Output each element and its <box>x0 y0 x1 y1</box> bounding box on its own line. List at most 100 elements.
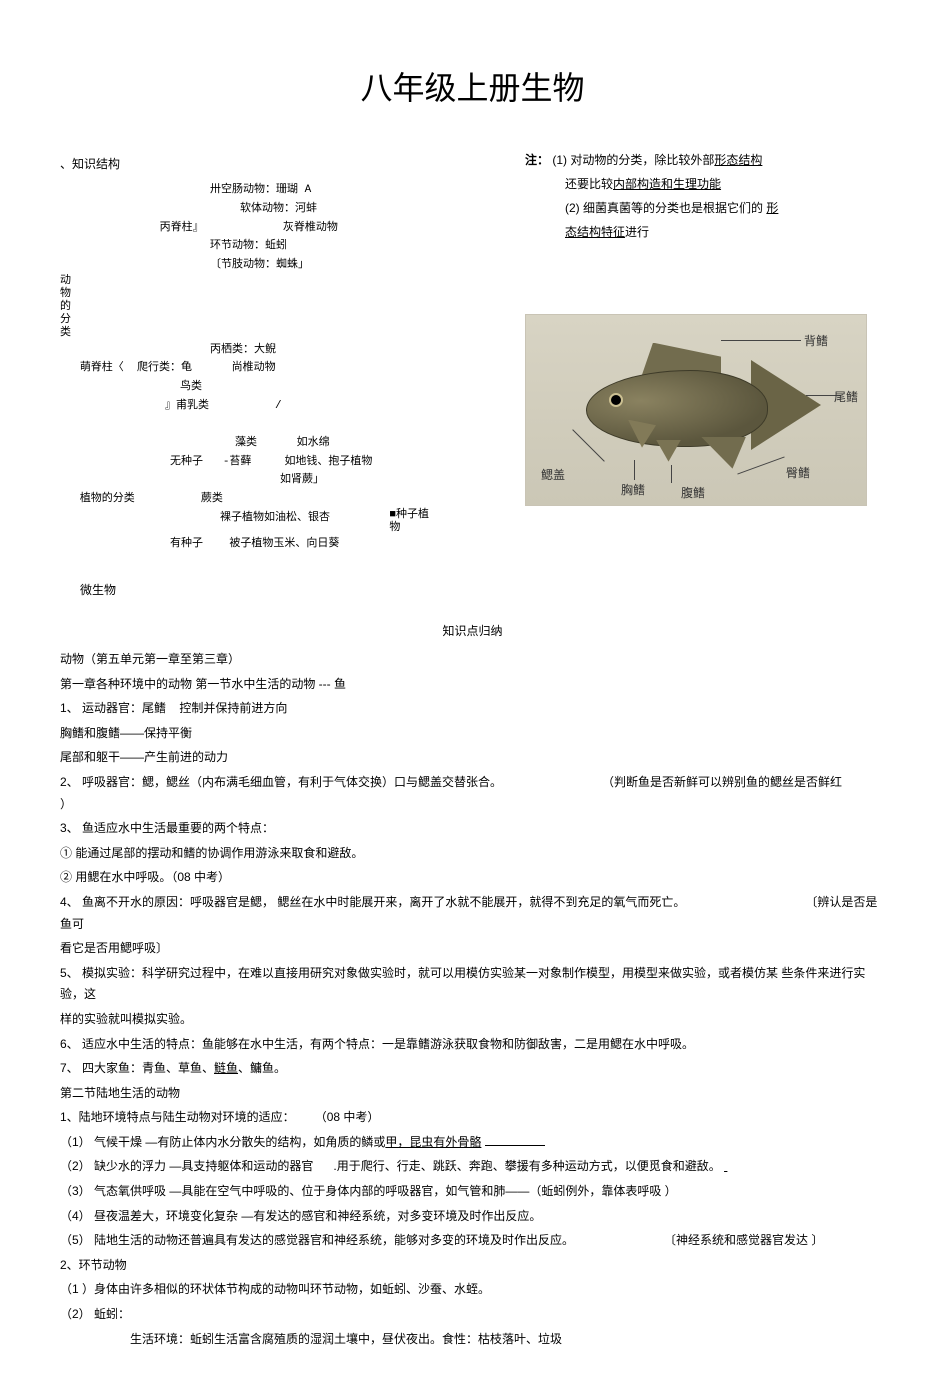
leader-pelvic <box>671 465 672 483</box>
label-pectoral: 胸鳍 <box>621 480 645 502</box>
line-4b: 看它是否用鳃呼吸〕 <box>60 938 885 960</box>
l13c: 、鳙鱼。 <box>238 1061 286 1075</box>
tree-coelenterate: 卅空肠动物：珊瑚 A <box>210 181 311 200</box>
line-land-1-3: （3） 气态氧供呼吸 —具能在空气中呼吸的、位于身体内部的呼吸器官，如气管和肺—… <box>60 1181 885 1203</box>
line-land-1-4: （4） 昼夜温差大，环境变化复杂 —有发达的感官和神经系统，对多变环境及时作出反… <box>60 1206 885 1228</box>
line-land-1-1: （1） 气候干燥 —有防止体内水分散失的结构，如角质的鳞或甲，昆虫有外骨骼 <box>60 1132 885 1154</box>
line-land-1: 1、陆地环境特点与陆生动物对环境的适应： （08 中考） <box>60 1107 885 1129</box>
fish-diagram: 背鳍 尾鳍 鳃盖 胸鳍 腹鳍 臀鳍 <box>525 314 867 506</box>
tree-slash: / <box>275 400 282 412</box>
l13b: 鲢鱼 <box>214 1061 238 1075</box>
line-3-1: ① 能通过尾部的摆动和鳍的协调作用游泳来取食和避敌。 <box>60 843 885 865</box>
line-3-2: ② 用鳃在水中呼吸。（08 中考） <box>60 867 885 889</box>
l6b: （判断鱼是否新鲜可以辨别鱼的鳃丝是否鲜红 <box>602 775 842 789</box>
label-operculum: 鳃盖 <box>541 465 565 487</box>
note1c: 还要比较 <box>565 177 613 191</box>
tree-vert: 尚椎动物 <box>232 362 276 374</box>
l15b: （08 中考） <box>315 1110 380 1124</box>
leader-anal <box>737 456 784 474</box>
blank-2 <box>724 1159 727 1173</box>
struct-label: 、知识结构 <box>60 154 495 176</box>
line-5b: 样的实验就叫模拟实验。 <box>60 1009 885 1031</box>
label-caudal: 尾鳍 <box>834 387 858 409</box>
note2c: 态结构特征 <box>565 225 625 239</box>
l16a: （1） 气候干燥 —有防止体内水分散失的结构，如角质的鳞或 <box>60 1135 385 1149</box>
line-annelid-2-1: （1 ）身体由许多相似的环状体节构成的动物叫环节动物，如蚯蚓、沙蚕、水蛭。 <box>60 1279 885 1301</box>
l17b: .用于爬行、行走、跳跃、奔跑、攀援有多种运动方式，以便觅食和避敌。 <box>333 1159 720 1173</box>
l16b: 甲，昆虫有外骨骼 <box>385 1135 481 1149</box>
line-sec2: 第二节陆地生活的动物 <box>60 1083 885 1105</box>
tree-hasseed: 有种子 <box>170 535 203 554</box>
tree-amphibian: 丙栖类：大鲵 <box>210 341 276 360</box>
structure-area: 、知识结构 卅空肠动物：珊瑚 A 软体动物：河蚌 丙脊柱』 灰脊椎动物 环节动物… <box>60 148 885 608</box>
tree-noseed: 无种子 <box>170 453 203 472</box>
line-1: 1、 运动器官：尾鳍 控制并保持前进方向 <box>60 698 885 720</box>
line-pectoral-balance: 胸鳍和腹鳍——保持平衡 <box>60 723 885 745</box>
line-annelid-2-2: （2） 蚯蚓： <box>60 1304 885 1326</box>
tree-annelid: 环节动物：蚯蚓 <box>210 237 287 256</box>
notes-block: 注： (1) 对动物的分类，除比较外部形态结构 还要比较内部构造和生理功能 (2… <box>525 148 885 244</box>
blank-1 <box>485 1145 545 1146</box>
content-body: 动物（第五单元第一章至第三章） 第一章各种环境中的动物 第一节水中生活的动物 -… <box>60 649 885 1350</box>
label-dorsal: 背鳍 <box>804 331 828 353</box>
line-5: 5、 模拟实验：科学研究过程中，在难以直接用研究对象做实验时，就可以用模仿实验某… <box>60 963 885 1006</box>
tree-mammal: 』甫乳类 <box>165 397 209 416</box>
line-land-1-5: （5） 陆地生活的动物还普遍具有发达的感觉器官和神经系统，能够对多变的环境及时作… <box>60 1230 885 1252</box>
l3a: 1、 运动器官：尾鳍 <box>60 701 166 715</box>
leader-operculum <box>572 429 605 462</box>
line-earthworm-env: 生活环境：蚯蚓生活富含腐殖质的湿润土壤中，昼伏夜出。食性：枯枝落叶、垃圾 <box>130 1329 885 1351</box>
line-land-1-2: （2） 缺少水的浮力 —具支持躯体和运动的器官 .用于爬行、行走、跳跃、奔跑、攀… <box>60 1156 885 1178</box>
l6c: ） <box>60 797 72 811</box>
tree-spine: 萌脊柱〈 <box>80 362 124 374</box>
tree-invert: 灰脊椎动物 <box>283 222 338 234</box>
fish-pelvic-fin <box>656 440 681 462</box>
line-annelid-2: 2、环节动物 <box>60 1255 885 1277</box>
note1b: 形态结构 <box>714 153 762 167</box>
tree-bird: 鸟类 <box>180 378 202 397</box>
line-3: 3、 鱼适应水中生活最重要的两个特点： <box>60 818 885 840</box>
microbe-label: 微生物 <box>80 580 495 602</box>
line-ch1-sec1: 第一章各种环境中的动物 第一节水中生活的动物 --- 鱼 <box>60 674 885 696</box>
fish-anal-fin <box>701 437 746 469</box>
tree-fern: 蕨类 <box>201 493 223 505</box>
tree-mollusk: 软体动物：河蚌 <box>240 200 317 219</box>
line-2: 2、 呼吸器官：鳃，鳃丝（内布满毛细血管，有利于气体交换）口与鳃盖交替张合。 （判… <box>60 772 885 815</box>
note2d: 进行 <box>625 225 649 239</box>
label-pelvic: 腹鳍 <box>681 483 705 505</box>
fish-body <box>586 370 768 447</box>
note-label: 注： <box>525 153 549 167</box>
page-title: 八年级上册生物 <box>60 60 885 118</box>
line-7: 7、 四大家鱼：青鱼、草鱼、鲢鱼、鳙鱼。 <box>60 1058 885 1080</box>
line-tail-power: 尾部和躯干——产生前进的动力 <box>60 747 885 769</box>
tree-animal-label: 动 物 的 分 类 <box>60 275 71 341</box>
leader-dorsal <box>721 340 801 341</box>
note1a: (1) 对动物的分类，除比较外部 <box>552 153 714 167</box>
tree-gymno: 裸子植物如油松、银杏 <box>220 509 330 528</box>
l20b: 〔神经系统和感觉器官发达 〕 <box>664 1233 823 1247</box>
leader-pectoral <box>634 460 635 480</box>
line-4: 4、 鱼离不开水的原因：呼吸器官是鳃， 鳃丝在水中时能展开来，离开了水就不能展开… <box>60 892 885 935</box>
tree-arthropod: 〔节肢动物：蜘蛛」 <box>210 256 309 275</box>
tree-reptile: 爬行类：龟 <box>137 362 192 374</box>
tree-shenjue: 如肾蕨」 <box>280 471 324 490</box>
l20a: （5） 陆地生活的动物还普遍具有发达的感觉器官和神经系统，能够对多变的环境及时作… <box>60 1233 574 1247</box>
tree-diqian: 如地钱、抱子植物 <box>284 456 372 468</box>
line-animal-unit: 动物（第五单元第一章至第三章） <box>60 649 885 671</box>
l3b: 控制并保持前进方向 <box>179 701 287 715</box>
note2a: (2) 细菌真菌等的分类也是根据它们的 <box>565 201 763 215</box>
line-6: 6、 适应水中生活的特点：鱼能够在水中生活，有两个特点：一是靠鳍游泳获取食物和防… <box>60 1034 885 1056</box>
l17a: （2） 缺少水的浮力 —具支持躯体和运动的器官 <box>60 1159 313 1173</box>
tree-seedplant: ■种子植 物 <box>389 509 439 535</box>
tree-nospine: 丙脊柱』 <box>160 219 204 238</box>
note2b: 形 <box>766 201 778 215</box>
l10a: 4、 鱼离不开水的原因：呼吸器官是鳃， 鳃丝在水中时能展开来，离开了水就不能展开… <box>60 895 685 909</box>
tree-shuimian: 如水绵 <box>297 437 330 449</box>
tree-angio: 被子植物玉米、向日葵 <box>229 538 339 550</box>
note1d: 内部构造和生理功能 <box>613 177 721 191</box>
tree-moss: -苔藓 <box>223 456 252 468</box>
classification-tree: 卅空肠动物：珊瑚 A 软体动物：河蚌 丙脊柱』 灰脊椎动物 环节动物：蚯蚓 〔节… <box>60 181 495 554</box>
tree-algae: 藻类 <box>235 434 257 453</box>
l6a: 2、 呼吸器官：鳃，鳃丝（内布满毛细血管，有利于气体交换）口与鳃盖交替张合。 <box>60 775 502 789</box>
l13a: 7、 四大家鱼：青鱼、草鱼、 <box>60 1061 214 1075</box>
summary-title: 知识点归纳 <box>60 621 885 643</box>
